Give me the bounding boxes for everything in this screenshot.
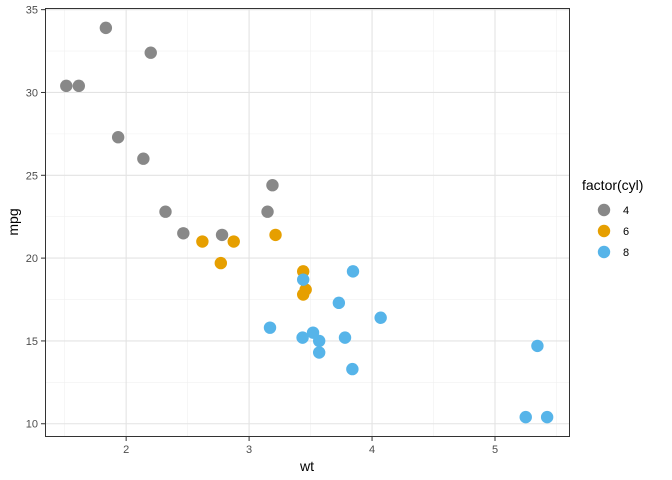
data-point-cyl-4: [60, 79, 73, 93]
x-tick-label: 5: [492, 444, 498, 456]
y-tick-label: 15: [26, 336, 38, 348]
plot-border: [45, 8, 570, 437]
data-point-cyl-8: [346, 362, 359, 376]
data-point-cyl-4: [177, 227, 190, 240]
legend-entries: 4 6 8: [597, 203, 629, 259]
data-point-cyl-6: [196, 235, 209, 248]
data-point-cyl-4: [261, 205, 274, 218]
data-point-cyl-6: [227, 235, 240, 248]
x-axis-title: wt: [299, 458, 314, 474]
y-tick-label: 30: [26, 87, 38, 99]
x-tick-label: 4: [369, 444, 375, 456]
y-tick-label: 10: [26, 419, 38, 431]
legend-label-cyl-4: 4: [623, 205, 629, 217]
legend-title: factor(cyl): [582, 177, 643, 193]
data-point-cyl-8: [263, 321, 277, 334]
data-point-cyl-4: [215, 228, 229, 242]
data-point-cyl-8: [296, 273, 310, 286]
data-point-cyl-8: [374, 311, 387, 324]
data-point-cyl-4: [111, 130, 125, 144]
y-tick-label: 25: [26, 170, 38, 182]
legend-label-cyl-6: 6: [623, 226, 629, 238]
data-point-cyl-8: [296, 331, 309, 344]
data-point-cyl-4: [159, 205, 172, 218]
x-tick-label: 2: [123, 444, 129, 456]
data-point-cyl-4: [144, 46, 157, 59]
legend-key-cyl-6: [597, 224, 611, 238]
plot-panel: [45, 8, 570, 437]
plot-area: [45, 8, 570, 437]
data-points: [60, 21, 554, 424]
data-point-cyl-8: [531, 339, 544, 353]
y-tick-label: 20: [26, 253, 38, 265]
major-gridlines: [45, 8, 570, 437]
data-point-cyl-6: [214, 256, 228, 270]
legend-key-cyl-8: [597, 245, 611, 259]
data-point-cyl-8: [519, 410, 532, 424]
legend-label-cyl-8: 8: [623, 247, 629, 259]
data-point-cyl-6: [269, 228, 282, 242]
y-axis-title: mpg: [5, 208, 21, 235]
data-point-cyl-8: [312, 346, 326, 359]
legend: factor(cyl) 4 6 8: [582, 177, 643, 259]
data-point-cyl-4: [137, 152, 150, 165]
data-point-cyl-6: [299, 283, 312, 296]
y-axis-ticks: 10 15 20 25 30 35: [26, 5, 45, 431]
data-point-cyl-8: [332, 296, 346, 310]
data-point-cyl-8: [540, 410, 554, 424]
data-point-cyl-8: [312, 334, 326, 348]
data-point-cyl-8: [346, 265, 360, 278]
data-point-cyl-4: [266, 179, 279, 192]
x-axis-ticks: 2 3 4 5: [123, 437, 498, 456]
legend-key-cyl-4: [597, 203, 611, 217]
data-point-cyl-8: [338, 331, 352, 344]
y-tick-label: 35: [26, 5, 38, 17]
data-point-cyl-4: [72, 79, 86, 93]
minor-gridlines: [45, 8, 570, 437]
x-tick-label: 3: [246, 444, 252, 456]
data-point-cyl-4: [99, 21, 113, 35]
